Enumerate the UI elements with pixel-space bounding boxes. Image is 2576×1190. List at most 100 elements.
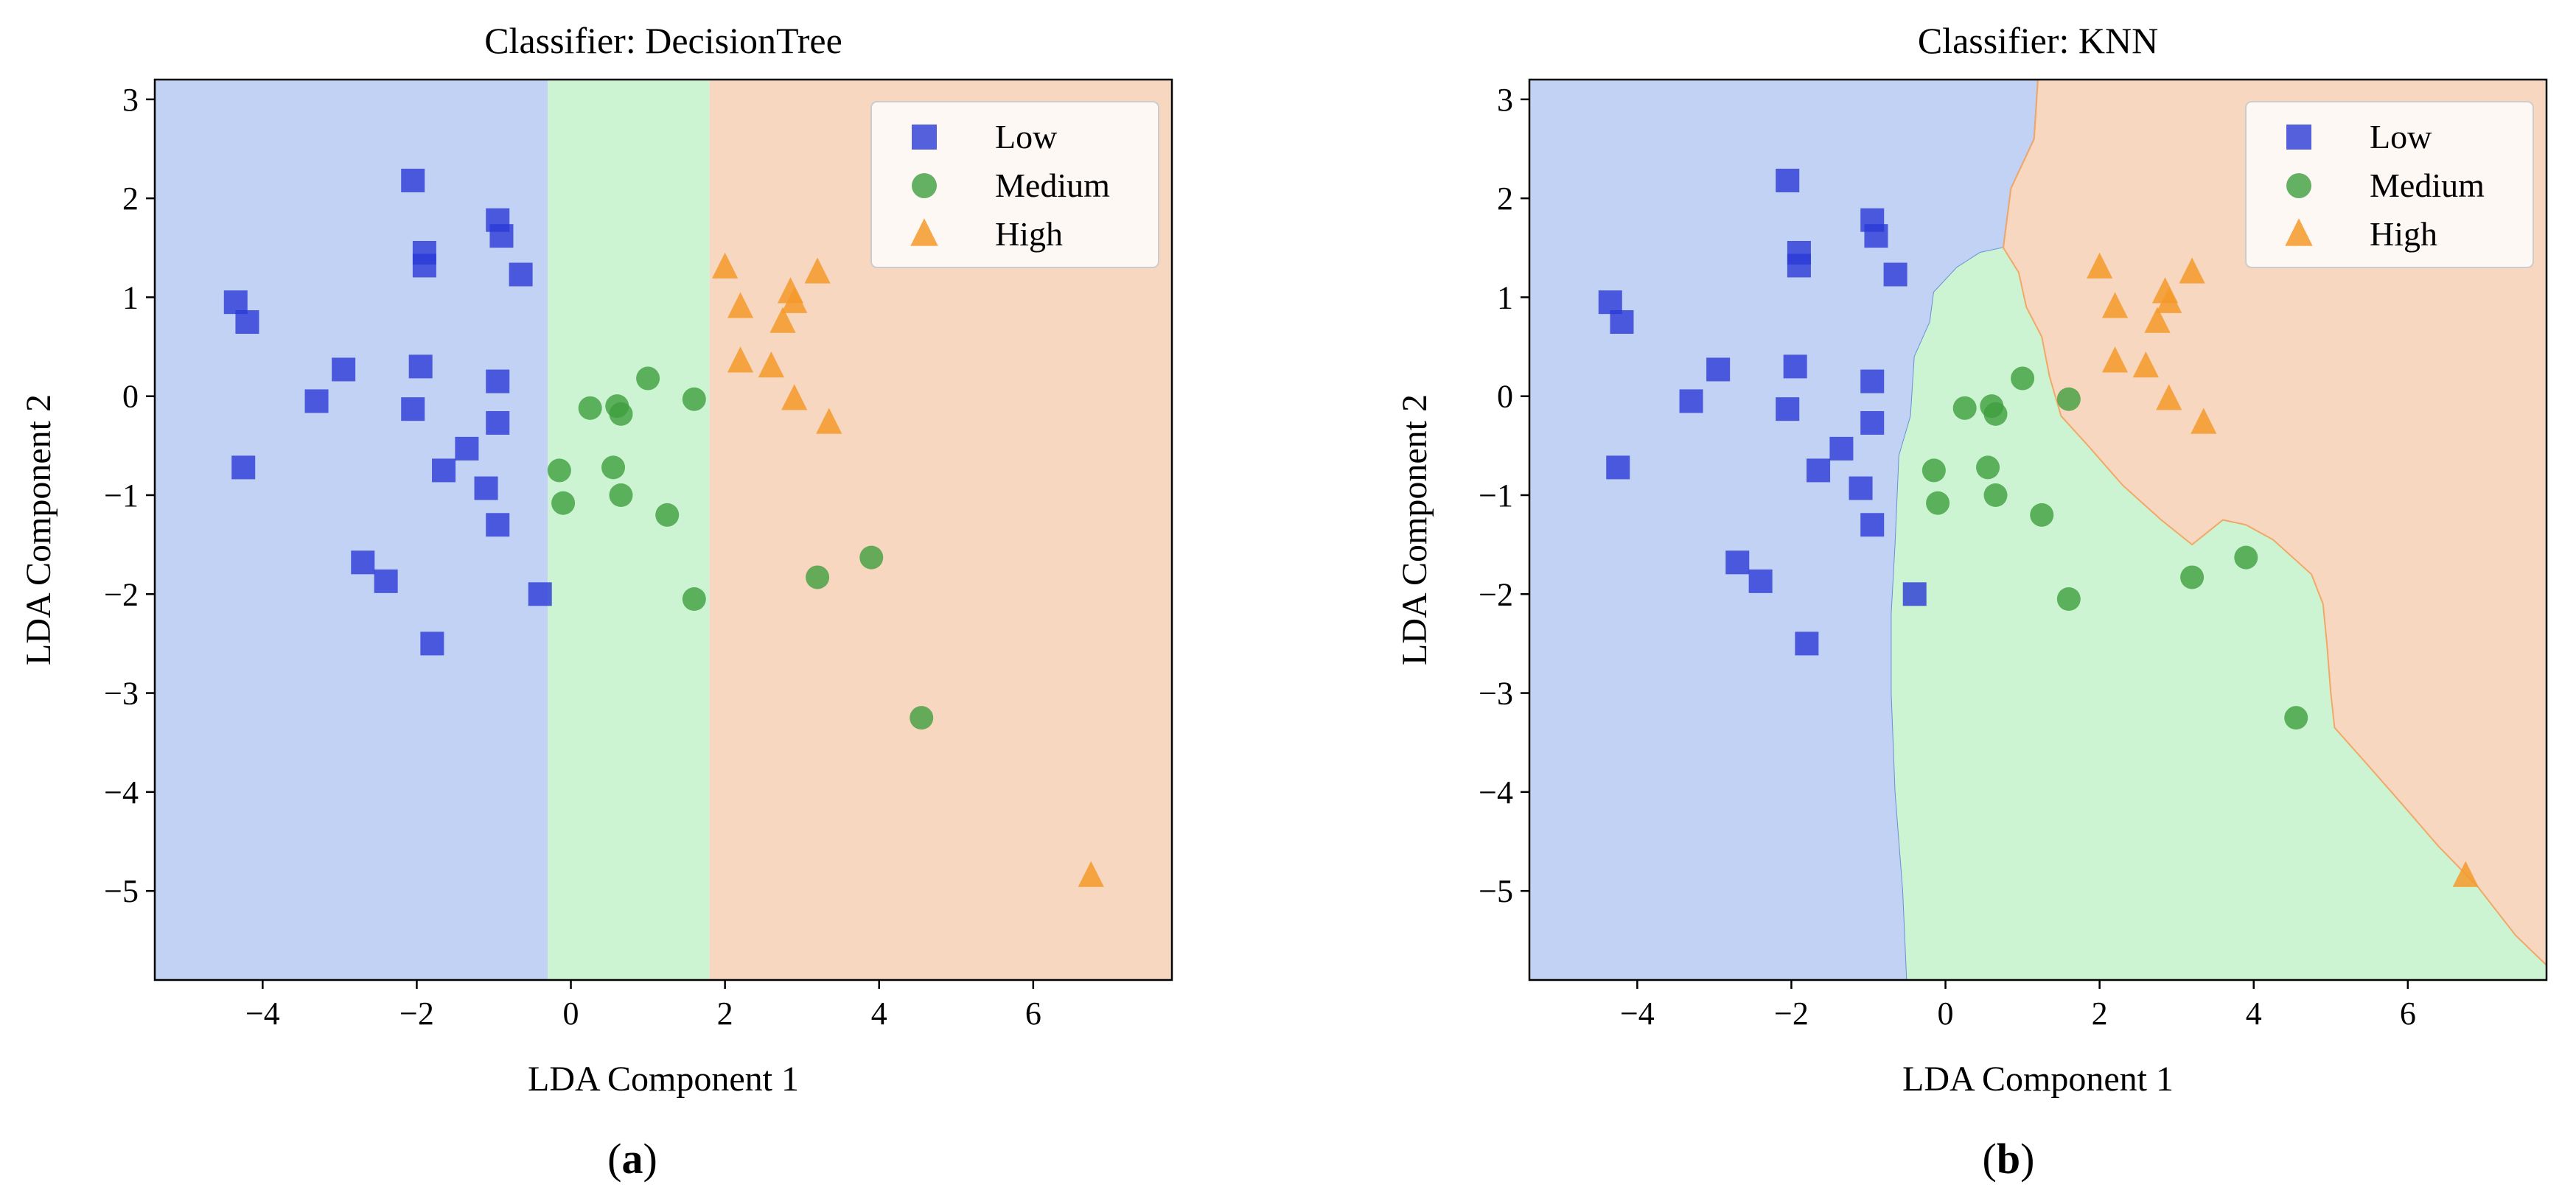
chart-title: Classifier: DecisionTree <box>484 20 842 61</box>
x-tick-label: −4 <box>245 995 280 1032</box>
legend-label-medium: Medium <box>2370 167 2485 204</box>
point-high <box>2101 292 2129 318</box>
y-tick-label: −3 <box>104 676 139 712</box>
point-medium <box>1983 483 2008 507</box>
point-low <box>1606 455 1630 480</box>
legend: Low Medium High <box>870 101 1159 268</box>
data-points <box>223 168 1104 887</box>
y-tick-label: −2 <box>1479 576 1513 612</box>
point-medium <box>910 706 934 730</box>
point-medium <box>1952 396 1977 420</box>
x-tick-label: 6 <box>2400 995 2416 1032</box>
legend-marker-low <box>912 125 937 150</box>
y-tick-label: 2 <box>1497 181 1513 217</box>
point-medium <box>609 483 633 507</box>
point-low <box>432 458 456 483</box>
y-tick-label: 1 <box>122 279 139 315</box>
y-tick-label: −2 <box>104 576 139 612</box>
point-medium <box>806 565 830 589</box>
x-tick-label: 2 <box>717 995 733 1032</box>
point-medium <box>2234 545 2258 570</box>
x-axis-label: LDA Component 1 <box>528 1060 799 1099</box>
point-low <box>401 168 425 192</box>
subfigure-label: (b) <box>1983 1135 2035 1183</box>
point-medium <box>2056 387 2081 411</box>
legend-label-high: High <box>2370 215 2437 253</box>
point-low <box>408 354 433 379</box>
point-low <box>1795 631 1819 656</box>
y-tick-label: −1 <box>104 477 139 514</box>
point-low <box>420 631 444 656</box>
y-tick-label: 0 <box>1497 379 1513 415</box>
point-medium <box>655 503 680 527</box>
y-tick-label: 0 <box>122 379 139 415</box>
point-medium <box>1921 458 1946 483</box>
subfigure-paren-close: ) <box>643 1135 657 1183</box>
point-low <box>235 310 259 334</box>
region-high <box>2002 79 2547 967</box>
point-low <box>486 513 510 537</box>
y-tick-label: −1 <box>1479 477 1513 514</box>
point-low <box>528 582 552 606</box>
subfigure-paren-close: ) <box>2020 1135 2034 1183</box>
point-medium <box>551 491 576 515</box>
point-high <box>2452 861 2479 887</box>
x-tick-label: 4 <box>2246 995 2262 1032</box>
x-tick-label: 6 <box>1025 995 1041 1032</box>
x-tick-label: 2 <box>2092 995 2108 1032</box>
point-medium <box>636 366 660 391</box>
point-medium <box>859 545 884 570</box>
point-medium <box>601 455 626 480</box>
subfigure-letter: a <box>622 1135 643 1183</box>
point-medium <box>2180 565 2205 589</box>
point-medium <box>578 396 602 420</box>
region-low <box>155 80 548 980</box>
point-high <box>2179 257 2205 284</box>
panel-decision-tree: −4 −2 0 2 4 6 −5 −4 −3 −2 −1 0 1 2 3 Classifier: Deci… <box>19 20 1173 1183</box>
point-medium <box>2011 366 2035 391</box>
x-tick-label: −4 <box>1620 995 1655 1032</box>
point-low <box>1807 458 1831 483</box>
point-low <box>332 357 356 382</box>
point-medium <box>2284 706 2308 730</box>
point-high <box>2191 407 2217 434</box>
x-axis-ticks: −4 −2 0 2 4 6 <box>1620 980 2416 1032</box>
point-high <box>2132 351 2159 378</box>
point-low <box>1598 290 1622 315</box>
legend-box <box>870 101 1159 268</box>
subfigure-letter: b <box>1997 1135 2020 1183</box>
y-tick-label: 1 <box>1497 279 1513 315</box>
legend-marker-high <box>910 218 938 246</box>
point-low <box>401 397 425 421</box>
x-tick-label: 0 <box>1938 995 1954 1032</box>
y-axis-ticks: −5 −4 −3 −2 −1 0 1 2 3 <box>1479 82 1529 909</box>
point-low <box>1679 389 1703 413</box>
y-tick-label: −3 <box>1479 676 1513 712</box>
point-medium <box>1976 455 2000 480</box>
point-medium <box>2056 587 2081 611</box>
point-low <box>1902 582 1927 606</box>
y-tick-label: −4 <box>104 774 139 811</box>
point-low <box>304 389 329 413</box>
legend-label-low: Low <box>995 118 1058 155</box>
legend-marker-high <box>2285 218 2313 246</box>
point-low <box>1706 357 1731 382</box>
point-low <box>1776 397 1800 421</box>
point-high <box>2156 287 2182 313</box>
point-high <box>712 252 739 279</box>
point-low <box>1748 569 1773 593</box>
point-high <box>816 407 842 434</box>
point-low <box>1864 224 1888 248</box>
y-tick-label: −4 <box>1479 774 1513 811</box>
point-low <box>1829 436 1854 461</box>
x-tick-label: −2 <box>399 995 434 1032</box>
x-axis-ticks: −4 −2 0 2 4 6 <box>245 980 1041 1032</box>
point-low <box>1776 168 1800 192</box>
point-low <box>374 569 398 593</box>
point-high <box>727 346 754 373</box>
point-high <box>758 351 784 378</box>
legend-label-high: High <box>995 215 1063 253</box>
subfigure-label: (a) <box>607 1135 657 1183</box>
legend: Low Medium High <box>2245 101 2534 268</box>
